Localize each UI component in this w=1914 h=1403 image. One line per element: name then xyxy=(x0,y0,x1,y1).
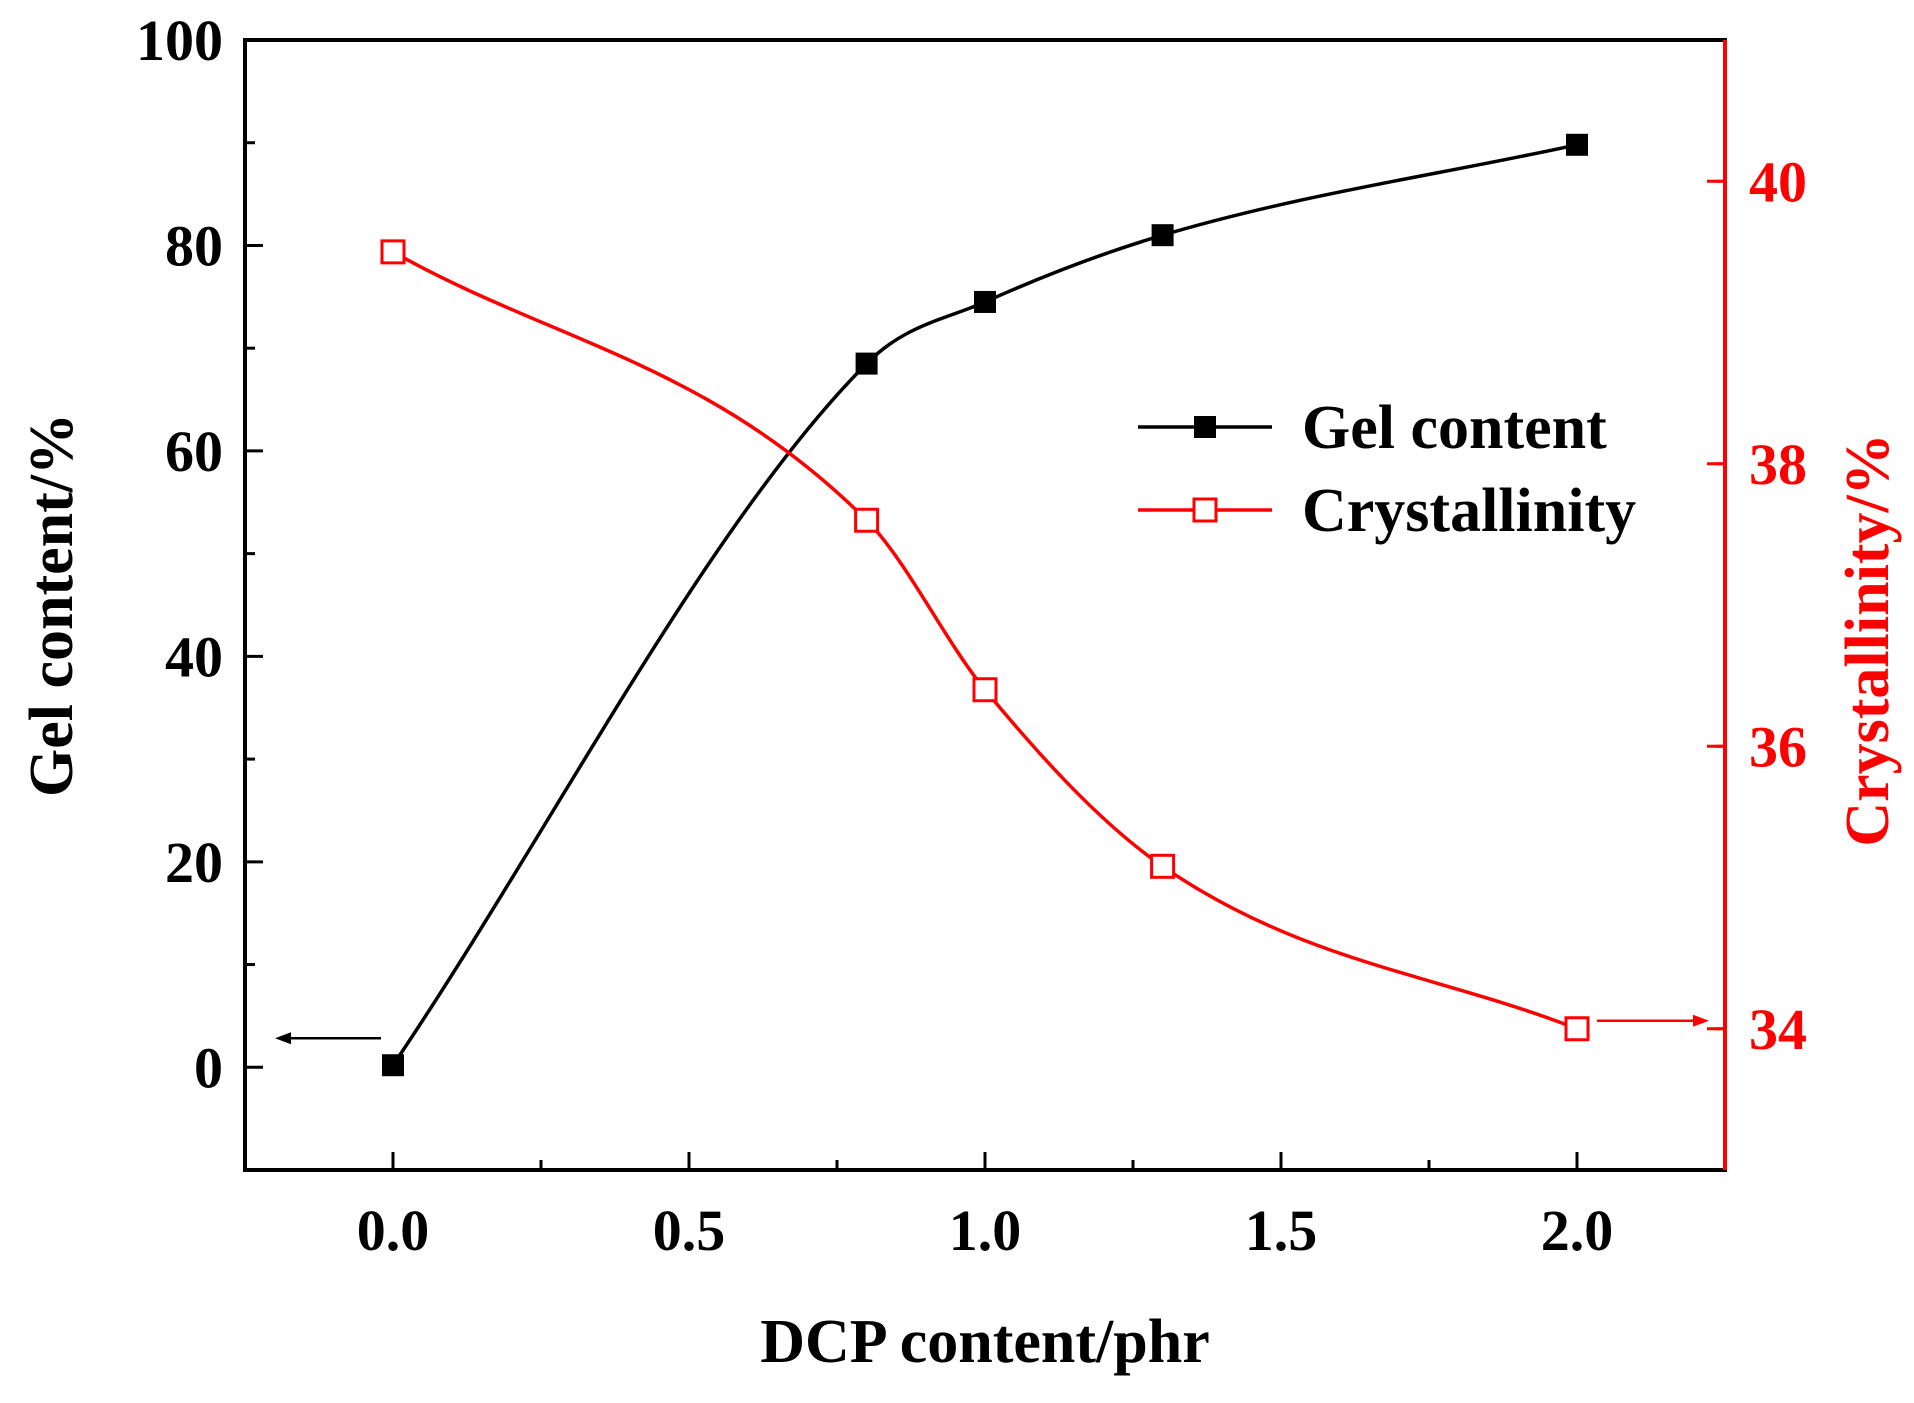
legend-label-crystallinity: Crystallinity xyxy=(1302,477,1636,545)
right-pointing-arrow-head xyxy=(1693,1014,1709,1027)
data-point-crystallinity xyxy=(854,507,880,533)
series-line-gel-content xyxy=(391,143,1578,1067)
data-point-crystallinity xyxy=(972,677,998,703)
x-tick-label: 1.0 xyxy=(949,1198,1022,1263)
legend: Gel content Crystallinity xyxy=(1138,394,1636,545)
data-point-gel-content xyxy=(855,352,878,375)
right-tick-label: 40 xyxy=(1749,149,1807,214)
right-tick-label: 34 xyxy=(1749,997,1807,1062)
axis-arrows xyxy=(275,1014,1709,1045)
series-layer xyxy=(380,133,1590,1077)
x-tick-label: 1.5 xyxy=(1245,1198,1318,1263)
legend-marker-gel-content xyxy=(1194,416,1216,438)
data-point-crystallinity xyxy=(1564,1016,1590,1042)
left-tick-label: 0 xyxy=(194,1035,223,1100)
legend-item-gel-content: Gel content xyxy=(1138,394,1607,462)
left-pointing-arrow-head xyxy=(275,1032,291,1045)
data-point-gel-content xyxy=(974,290,996,313)
left-tick-label: 60 xyxy=(165,419,223,484)
data-point-gel-content xyxy=(382,1054,404,1077)
left-tick-label: 20 xyxy=(165,830,223,895)
plot-frame xyxy=(243,38,1727,1172)
left-tick-label: 80 xyxy=(165,213,223,278)
right-tick-label: 36 xyxy=(1749,714,1807,779)
data-point-gel-content xyxy=(1151,224,1174,247)
right-axis-ticks: 34 36 38 40 xyxy=(1707,149,1807,1062)
legend-item-crystallinity: Crystallinity xyxy=(1138,477,1636,545)
x-axis-ticks: 0.0 0.5 1.0 1.5 2.0 xyxy=(357,1152,1614,1263)
x-tick-label: 0.0 xyxy=(357,1198,430,1263)
series-line-crystallinity xyxy=(392,250,1578,1031)
left-axis-title: Gel content/% xyxy=(18,413,86,797)
left-tick-label: 40 xyxy=(165,624,223,689)
data-point-crystallinity xyxy=(1150,853,1176,879)
x-axis-title: DCP content/phr xyxy=(760,1308,1210,1376)
left-tick-label: 100 xyxy=(136,8,223,73)
legend-label-gel-content: Gel content xyxy=(1302,394,1607,462)
right-axis-title: Crystallinity/% xyxy=(1834,433,1902,846)
right-tick-label: 38 xyxy=(1749,432,1807,497)
legend-marker-crystallinity xyxy=(1192,497,1218,523)
x-tick-label: 0.5 xyxy=(653,1198,726,1263)
left-axis-ticks: 0 20 40 60 80 100 xyxy=(136,8,263,1172)
x-tick-label: 2.0 xyxy=(1541,1198,1614,1263)
data-point-gel-content xyxy=(1566,133,1588,156)
data-point-crystallinity xyxy=(380,239,406,265)
